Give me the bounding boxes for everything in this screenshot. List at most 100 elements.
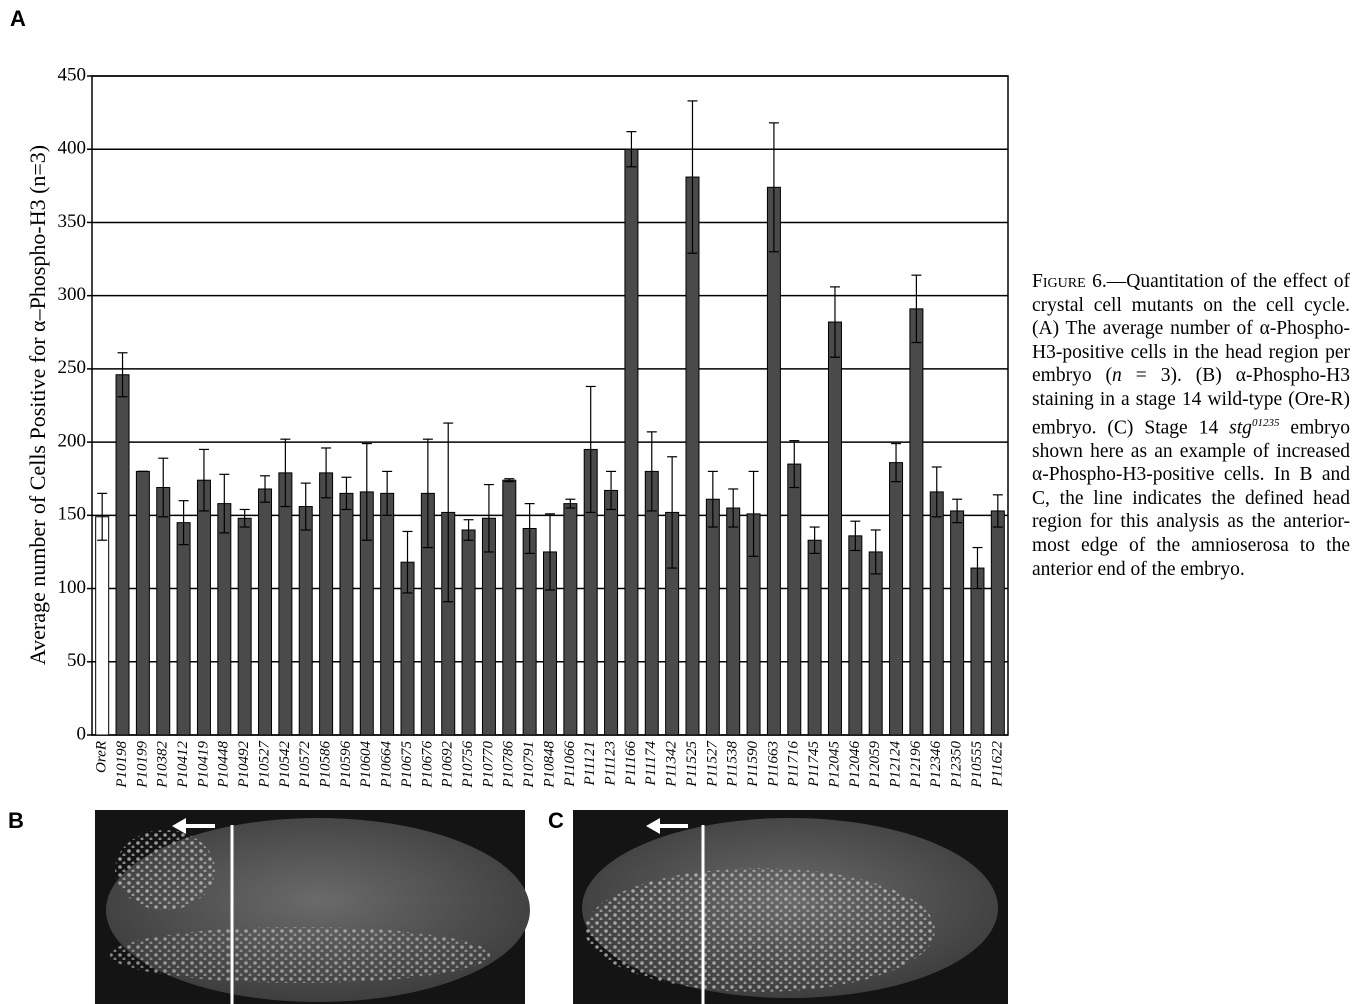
y-tick-label: 450 bbox=[58, 64, 87, 85]
caption-text: n bbox=[1112, 365, 1122, 386]
x-tick-label: P11527 bbox=[704, 740, 720, 788]
bar bbox=[238, 518, 251, 735]
x-tick-label: P10791 bbox=[521, 741, 537, 789]
bar bbox=[767, 187, 780, 735]
figure: A B C Average number of Cells Positive f… bbox=[0, 0, 1012, 1004]
x-tick-label: P12124 bbox=[887, 741, 903, 789]
x-tick-label: P10586 bbox=[318, 741, 334, 789]
x-tick-label: P11066 bbox=[562, 741, 578, 788]
x-tick-label: P11716 bbox=[786, 741, 802, 788]
y-tick-label: 250 bbox=[58, 357, 87, 378]
bar bbox=[991, 511, 1004, 735]
bar bbox=[218, 504, 231, 735]
panel-label: B bbox=[8, 808, 24, 833]
x-tick-label: P10527 bbox=[256, 740, 272, 789]
x-tick-label: P10412 bbox=[175, 741, 191, 789]
x-tick-label: P10382 bbox=[155, 741, 171, 789]
bar bbox=[605, 490, 618, 735]
x-tick-label: P11166 bbox=[623, 741, 639, 787]
x-tick-label: P10786 bbox=[501, 741, 517, 789]
y-tick-label: 0 bbox=[77, 723, 87, 744]
bar bbox=[197, 480, 210, 735]
x-tick-label: P10596 bbox=[338, 741, 354, 789]
bar bbox=[706, 499, 719, 735]
micrograph-c bbox=[573, 810, 1008, 1004]
bar bbox=[625, 149, 638, 735]
bar bbox=[828, 322, 841, 735]
bar bbox=[299, 507, 312, 735]
x-tick-label: P10448 bbox=[216, 741, 232, 789]
y-axis-label: Average number of Cells Positive for α–P… bbox=[25, 145, 50, 665]
bar bbox=[96, 517, 109, 735]
x-tick-label: P10756 bbox=[460, 741, 476, 789]
x-tick-label: P11663 bbox=[765, 741, 781, 788]
y-tick-label: 300 bbox=[58, 284, 87, 305]
bar bbox=[788, 464, 801, 735]
x-tick-label: P10664 bbox=[379, 741, 395, 789]
page-body: A B C Average number of Cells Positive f… bbox=[0, 0, 1360, 1004]
bar bbox=[686, 177, 699, 735]
x-tick-label: P10676 bbox=[419, 741, 435, 789]
caption-text: embryo shown here as an example of incre… bbox=[1032, 417, 1350, 580]
bar bbox=[157, 488, 170, 735]
bar bbox=[890, 463, 903, 735]
bar bbox=[971, 568, 984, 735]
x-tick-label: P10419 bbox=[195, 741, 211, 789]
y-tick-label: 50 bbox=[67, 650, 86, 671]
x-tick-label: P10572 bbox=[297, 741, 313, 789]
x-tick-label: P11590 bbox=[745, 741, 761, 788]
x-tick-label: P10492 bbox=[236, 741, 252, 789]
x-tick-label: P11622 bbox=[989, 741, 1005, 788]
bar bbox=[259, 489, 272, 735]
x-tick-label: P11174 bbox=[643, 741, 659, 787]
x-tick-label: P12045 bbox=[826, 741, 842, 789]
bar bbox=[381, 493, 394, 735]
y-tick-label: 150 bbox=[58, 504, 87, 525]
bar bbox=[951, 511, 964, 735]
y-tick-label: 100 bbox=[58, 577, 87, 598]
caption-text: 01235 bbox=[1252, 417, 1280, 429]
bar bbox=[340, 493, 353, 735]
bar bbox=[116, 375, 129, 735]
x-tick-label: P11121 bbox=[582, 741, 598, 786]
bar bbox=[320, 473, 333, 735]
x-tick-label: P11342 bbox=[664, 741, 680, 788]
x-tick-label: P10604 bbox=[358, 741, 374, 789]
panel-label: C bbox=[548, 808, 564, 833]
x-tick-label: P10675 bbox=[399, 741, 415, 789]
micrograph-b bbox=[95, 810, 530, 1004]
bar bbox=[910, 309, 923, 735]
bar bbox=[136, 471, 149, 735]
bar bbox=[279, 473, 292, 735]
bar bbox=[869, 552, 882, 735]
x-tick-label: P10770 bbox=[480, 741, 496, 789]
y-tick-label: 200 bbox=[58, 430, 87, 451]
x-tick-label: P12059 bbox=[867, 741, 883, 789]
x-tick-label: P10199 bbox=[134, 741, 150, 789]
bar bbox=[462, 530, 475, 735]
page: {"panel_labels": ["A", "B", "C"], "chart… bbox=[0, 0, 1360, 1004]
y-tick-label: 350 bbox=[58, 211, 87, 232]
bar bbox=[523, 529, 536, 735]
bar bbox=[503, 480, 516, 735]
x-tick-label: OreR bbox=[94, 741, 110, 773]
bar bbox=[808, 540, 821, 735]
x-tick-label: P10692 bbox=[440, 741, 456, 789]
bar bbox=[177, 523, 190, 735]
x-tick-label: P10542 bbox=[277, 741, 293, 789]
x-tick-label: P10555 bbox=[969, 741, 985, 789]
x-tick-label: P11538 bbox=[725, 741, 741, 788]
x-tick-label: P12196 bbox=[908, 741, 924, 789]
bar bbox=[727, 508, 740, 735]
x-tick-label: P11525 bbox=[684, 741, 700, 788]
panel-label: A bbox=[10, 6, 26, 31]
x-tick-label: P10848 bbox=[541, 741, 557, 789]
x-tick-label: P11745 bbox=[806, 741, 822, 788]
x-tick-label: P12350 bbox=[949, 741, 965, 789]
figure-caption: Figure 6.—Quantitation of the effect of … bbox=[1032, 270, 1350, 581]
caption-text: stg bbox=[1229, 417, 1252, 438]
bar bbox=[564, 504, 577, 735]
x-tick-label: P11123 bbox=[603, 741, 619, 786]
x-tick-label: P10198 bbox=[114, 741, 130, 789]
